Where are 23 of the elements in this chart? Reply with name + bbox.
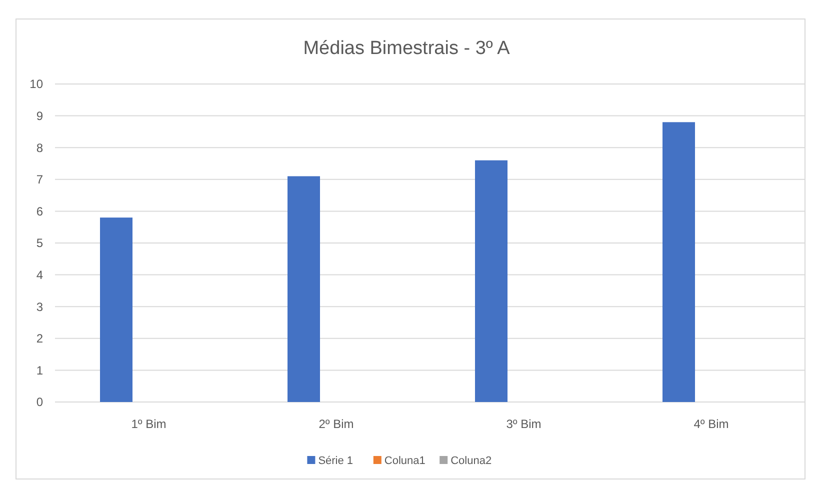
y-tick-label: 1 [36, 363, 44, 378]
y-tick-label: 6 [36, 204, 44, 218]
bar [288, 176, 320, 402]
legend-label: Série 1 [318, 455, 354, 467]
chart-title: Médias Bimestrais - 3º A [303, 38, 510, 59]
bar [475, 160, 508, 402]
y-tick-label: 4 [36, 268, 44, 282]
x-tick-label: 4º Bim [694, 417, 729, 431]
y-tick-label: 3 [36, 300, 44, 314]
y-tick-label: 2 [36, 332, 44, 346]
x-tick-label: 2º Bim [318, 417, 354, 431]
y-tick-label: 8 [36, 140, 44, 155]
bar [662, 122, 695, 402]
y-tick-label: 0 [36, 395, 44, 410]
legend-label: Coluna1 [384, 455, 426, 467]
y-tick-label: 10 [30, 77, 44, 92]
y-tick-label: 7 [36, 172, 44, 187]
x-tick-label: 1º Bim [131, 417, 166, 431]
legend-label: Coluna2 [450, 455, 492, 467]
bar [100, 218, 132, 402]
y-tick-label: 9 [36, 109, 44, 123]
x-tick-label: 3º Bim [506, 417, 542, 431]
y-tick-label: 5 [36, 236, 44, 250]
